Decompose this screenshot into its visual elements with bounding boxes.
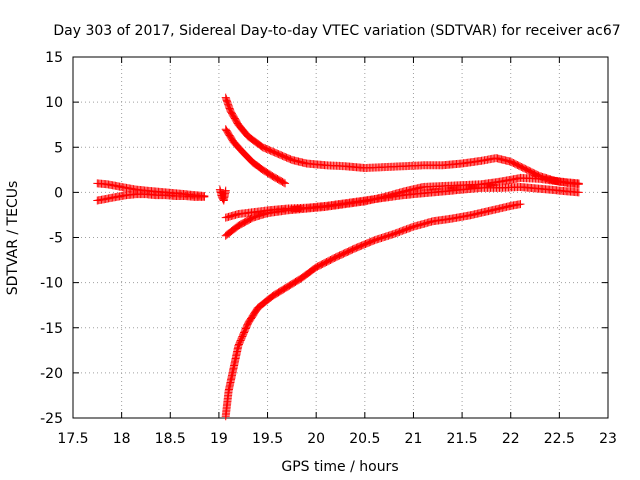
- data-point-marker: [281, 179, 290, 188]
- x-tick-labels: 17.5 18 18.5 19 19.5 20 20.5 21 21.5 22 22.5 23: [57, 431, 617, 447]
- data-point-marker: [516, 200, 525, 209]
- x-tick-label: 22.5: [544, 431, 575, 447]
- x-tick-label: 22: [502, 431, 520, 447]
- x-tick-label: 21.5: [447, 431, 478, 447]
- x-tick-label: 20.5: [349, 431, 380, 447]
- y-tick-label: 5: [54, 140, 63, 156]
- y-tick-labels: -25 -20 -15 -10 -5 0 5 10 15: [40, 50, 63, 427]
- x-tick-label: 19.5: [252, 431, 283, 447]
- data-point-marker: [574, 188, 583, 197]
- series-arc-second: [221, 125, 290, 188]
- x-tick-label: 19: [210, 431, 228, 447]
- x-tick-label: 18: [113, 431, 131, 447]
- series-arc-top: [221, 93, 583, 189]
- x-tick-label: 18.5: [155, 431, 186, 447]
- y-tick-label: -5: [49, 231, 63, 247]
- y-tick-label: 10: [45, 95, 63, 111]
- x-tick-label: 17.5: [57, 431, 88, 447]
- x-tick-label: 23: [599, 431, 617, 447]
- x-tick-label: 20: [307, 431, 325, 447]
- series-arc-early-b: [93, 190, 209, 205]
- y-tick-label: -25: [40, 411, 63, 427]
- data-point-marker: [221, 186, 230, 195]
- series-arc-blip: [215, 185, 230, 205]
- series-arc-bottom: [221, 200, 525, 421]
- y-tick-label: 0: [54, 185, 63, 201]
- y-tick-label: -10: [40, 276, 63, 292]
- x-tick-label: 21: [405, 431, 423, 447]
- y-tick-label: 15: [45, 50, 63, 66]
- data-series: [93, 93, 583, 421]
- data-point-marker: [279, 178, 288, 187]
- data-point-marker: [574, 179, 583, 188]
- axis-ticks: [72, 56, 609, 419]
- data-point-marker: [200, 192, 209, 201]
- series-arc-middle-b: [221, 173, 583, 240]
- y-axis-label: SDTVAR / TECUs: [5, 181, 21, 296]
- chart-title: Day 303 of 2017, Sidereal Day-to-day VTE…: [53, 23, 620, 39]
- grid: [73, 57, 608, 418]
- y-tick-label: -20: [40, 366, 63, 382]
- y-tick-label: -15: [40, 321, 63, 337]
- x-axis-label: GPS time / hours: [281, 459, 398, 475]
